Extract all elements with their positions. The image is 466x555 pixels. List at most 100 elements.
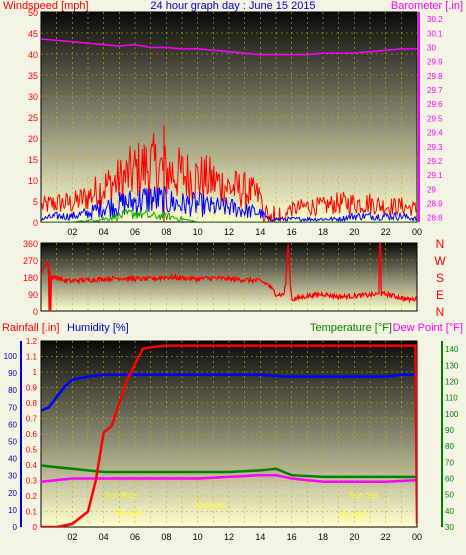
compass-label: E	[436, 288, 444, 302]
barometer-tick-label: 29.7	[427, 86, 443, 95]
hour-tick-label: 10	[193, 532, 203, 542]
rain-humidity-temp-series	[41, 344, 417, 527]
hour-tick-label: 14	[255, 532, 265, 542]
rainfall-tick-label: 0.2	[26, 492, 38, 501]
hour-tick-label: 02	[67, 532, 77, 542]
dewpoint-axis-title: Dew Point [°F]	[393, 322, 463, 334]
barometer-tick-label: 28.8	[427, 214, 443, 223]
humidity-tick-label: 20	[8, 489, 17, 498]
rainfall-tick-label: 1.2	[26, 337, 38, 346]
wind-tick-label: 30	[28, 92, 38, 102]
temperature-tick-label: 40	[445, 507, 454, 516]
temperature-tick-label: 120	[445, 377, 459, 386]
humidity-tick-label: 0	[13, 523, 18, 532]
barometer-axis-title: Barometer [.in]	[391, 0, 463, 12]
wind-tick-label: 0	[33, 218, 38, 228]
barometer-tick-label: 29.9	[427, 58, 443, 67]
hour-tick-label: 16	[287, 227, 297, 237]
sun-annotation-label: Sun Set	[349, 491, 378, 500]
sun-annotation-label: Sun Rise	[105, 491, 138, 500]
rain-panel-grid	[41, 341, 417, 527]
direction-degree-labels: 360 270 180 90 0	[23, 239, 38, 317]
temperature-series-line	[41, 464, 417, 479]
humidity-y-axis-labels: 0 10 20 30 40 50 60 70 80 90 100	[4, 352, 18, 532]
hour-tick-label: 12	[224, 532, 234, 542]
humidity-tick-label: 30	[8, 472, 17, 481]
barometer-tick-label: 29.6	[427, 100, 443, 109]
rainfall-tick-label: 0	[33, 523, 38, 532]
hour-tick-label: 20	[349, 532, 359, 542]
barometer-tick-label: 29	[427, 185, 436, 194]
hour-tick-label: 04	[99, 532, 109, 542]
direction-tick-label: 0	[33, 307, 38, 317]
wind-tick-label: 10	[28, 176, 38, 186]
rainfall-tick-label: 0.7	[26, 415, 38, 424]
temperature-tick-label: 30	[445, 523, 454, 532]
wind-tick-label: 40	[28, 50, 38, 60]
direction-tick-label: 90	[28, 290, 38, 300]
temperature-tick-label: 100	[445, 410, 459, 419]
direction-tick-label: 360	[23, 239, 38, 249]
wind-calm-line	[41, 208, 417, 222]
hour-tick-label: 00	[412, 227, 422, 237]
temperature-tick-label: 80	[445, 442, 454, 451]
hour-tick-label: 22	[381, 227, 391, 237]
hour-tick-label: 04	[99, 227, 109, 237]
wind-average-line	[41, 186, 417, 222]
compass-label: S	[436, 271, 444, 285]
humidity-axis-title: Humidity [%]	[67, 322, 129, 334]
rainfall-axis-title: Rainfall [.in]	[2, 322, 59, 334]
rainfall-tick-label: 0.8	[26, 399, 38, 408]
direction-series	[41, 243, 417, 311]
wind-tick-label: 5	[33, 197, 38, 207]
wind-x-axis-labels: 02 04 06 08 10 12 14 16 18 20 22 00	[67, 227, 422, 237]
hour-tick-label: 08	[161, 532, 171, 542]
humidity-tick-label: 60	[8, 420, 17, 429]
sun-annotation-label: Midnight	[195, 501, 226, 510]
humidity-series-line	[41, 373, 417, 412]
barometer-tick-label: 29.3	[427, 143, 443, 152]
windspeed-axis-title: Windspeed [mph]	[3, 0, 89, 12]
barometer-tick-label: 29.2	[427, 157, 443, 166]
rain-x-axis-labels: 02 04 06 08 10 12 14 16 18 20 22 00	[67, 532, 422, 542]
hour-tick-label: 22	[381, 532, 391, 542]
humidity-tick-label: 70	[8, 403, 17, 412]
humidity-tick-label: 100	[4, 352, 18, 361]
temperature-y-axis-labels: 30 40 50 60 70 80 90 100 110 120 130 140	[445, 345, 459, 532]
hour-tick-label: 02	[67, 227, 77, 237]
temperature-tick-label: 70	[445, 458, 454, 467]
hour-tick-label: 08	[161, 227, 171, 237]
hour-tick-label: 12	[224, 227, 234, 237]
compass-label: N	[436, 305, 445, 319]
barometer-tick-label: 29.5	[427, 114, 443, 123]
hour-tick-label: 00	[412, 532, 422, 542]
rain-humidity-temp-panel: Rainfall [.in] Humidity [%] Temperature …	[2, 322, 463, 542]
barometer-tick-label: 28.9	[427, 200, 443, 209]
rainfall-tick-label: 0.3	[26, 477, 38, 486]
humidity-tick-label: 40	[8, 455, 17, 464]
sun-annotation-label: Daylight	[338, 511, 368, 520]
temperature-tick-label: 90	[445, 426, 454, 435]
wind-tick-label: 15	[28, 155, 38, 165]
rainfall-tick-label: 0.4	[26, 461, 38, 470]
barometer-tick-label: 29.1	[427, 171, 443, 180]
hour-tick-label: 18	[318, 532, 328, 542]
direction-tick-label: 270	[23, 256, 38, 266]
direction-series-line	[41, 243, 417, 311]
gust-series-line	[41, 133, 417, 222]
wind-tick-label: 45	[28, 29, 38, 39]
temperature-tick-label: 140	[445, 345, 459, 354]
temperature-tick-label: 110	[445, 394, 458, 403]
rainfall-tick-label: 0.9	[26, 384, 38, 393]
compass-label: N	[436, 237, 445, 251]
barometer-tick-label: 30.1	[427, 29, 443, 38]
hour-tick-label: 18	[318, 227, 328, 237]
direction-tick-label: 180	[23, 273, 38, 283]
rainfall-tick-label: 1.1	[26, 353, 38, 362]
barometer-tick-label: 29.4	[427, 129, 443, 138]
hour-tick-label: 14	[255, 227, 265, 237]
temperature-axis-title: Temperature [°F]	[310, 322, 392, 334]
barometer-tick-label: 29.8	[427, 72, 443, 81]
